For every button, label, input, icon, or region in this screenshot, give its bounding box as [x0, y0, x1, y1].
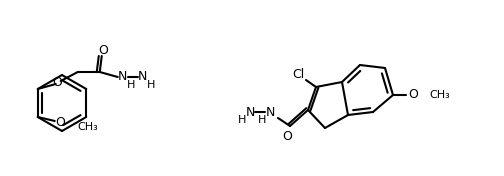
Text: O: O	[52, 77, 61, 90]
Text: N: N	[138, 71, 148, 83]
Text: CH₃: CH₃	[78, 122, 98, 132]
Text: O: O	[98, 45, 108, 58]
Text: Cl: Cl	[292, 68, 304, 81]
Text: O: O	[282, 130, 292, 143]
Text: O: O	[55, 117, 65, 130]
Text: H: H	[258, 115, 266, 125]
Text: H: H	[127, 80, 135, 90]
Text: N: N	[265, 105, 275, 118]
Text: CH₃: CH₃	[429, 90, 450, 100]
Text: O: O	[408, 87, 418, 100]
Text: H: H	[238, 115, 246, 125]
Text: N: N	[118, 71, 128, 83]
Text: H: H	[147, 80, 155, 90]
Text: N: N	[245, 105, 255, 118]
